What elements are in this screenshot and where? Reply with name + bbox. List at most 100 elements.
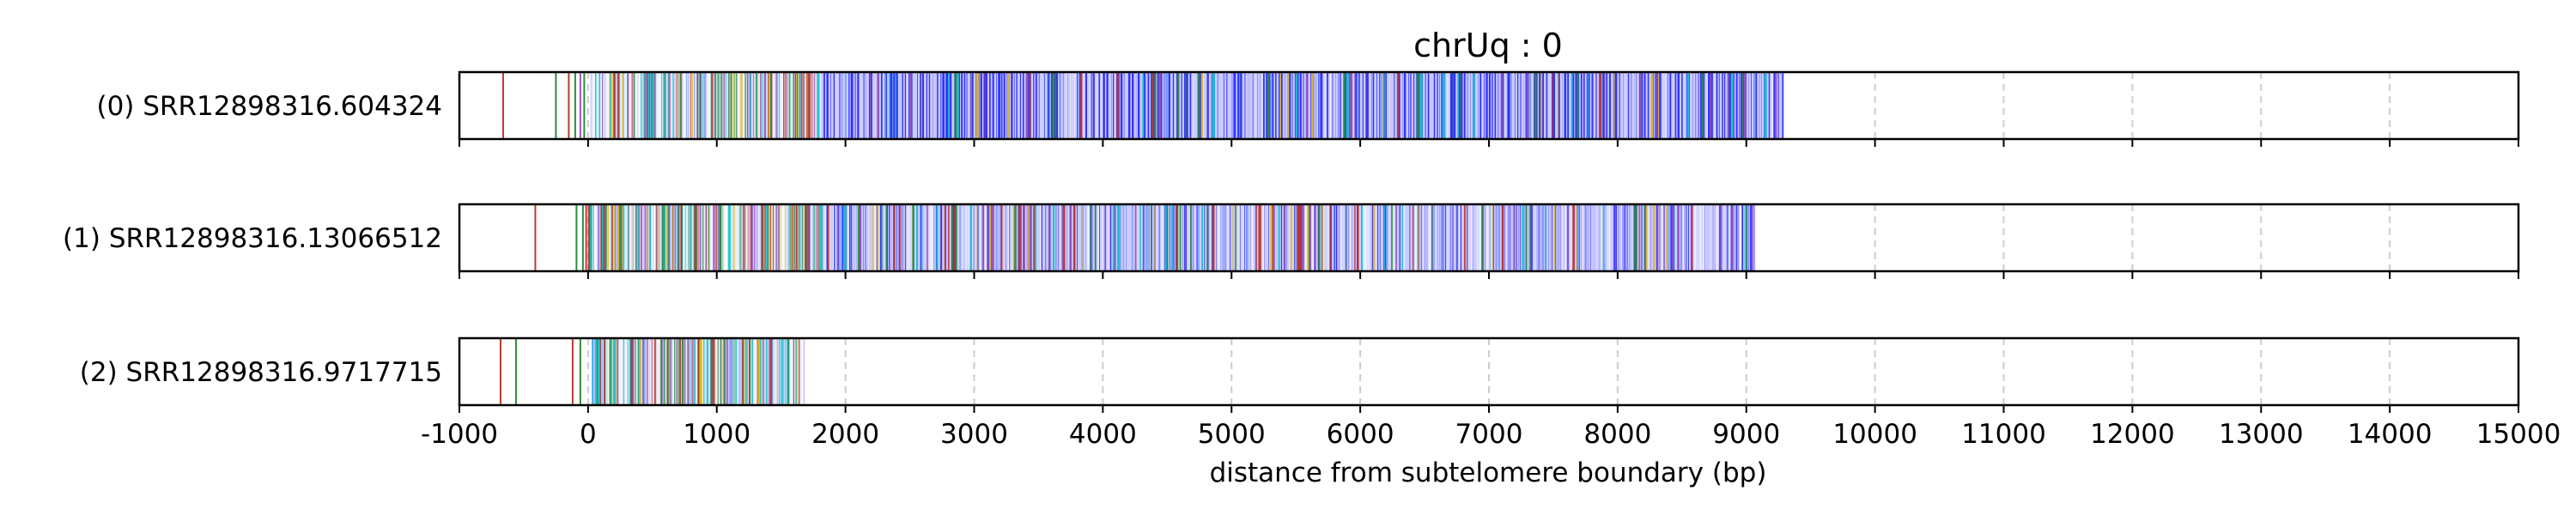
motif-stripe: [1274, 204, 1277, 271]
motif-stripe: [641, 72, 643, 139]
read-panel: (0) SRR12898316.604324: [96, 70, 2520, 147]
motif-stripe: [1572, 204, 1576, 271]
motif-stripe: [773, 72, 775, 139]
motif-stripe: [1688, 204, 1692, 271]
motif-stripe: [993, 204, 997, 271]
motif-stripe: [1601, 72, 1603, 139]
motif-stripe: [1380, 72, 1383, 139]
motif-stripe: [1160, 204, 1163, 271]
motif-stripe: [1081, 204, 1084, 271]
motif-stripe: [1144, 204, 1146, 271]
motif-stripe: [959, 204, 962, 271]
motif-stripe: [1253, 72, 1256, 139]
motif-stripe: [1566, 204, 1569, 271]
motif-stripe: [1520, 204, 1522, 271]
motif-stripe: [630, 204, 633, 271]
motif-stripe: [1069, 204, 1072, 271]
x-tick-label: 2000: [811, 419, 879, 450]
motif-stripe: [1613, 72, 1615, 139]
motif-stripe: [987, 72, 989, 139]
motif-stripe: [687, 338, 690, 405]
motif-stripe: [1017, 72, 1020, 139]
motif-stripe: [900, 204, 902, 271]
motif-stripe: [855, 72, 858, 139]
motif-stripe: [1308, 72, 1311, 139]
motif-stripe: [1167, 204, 1170, 271]
motif-stripe: [663, 204, 665, 271]
motif-stripe: [1357, 204, 1360, 271]
motif-stripe: [645, 72, 647, 139]
motif-stripe: [607, 72, 610, 139]
motif-stripe: [927, 204, 929, 271]
motif-stripe: [635, 72, 637, 139]
motif-stripe: [1592, 204, 1595, 271]
motif-stripe: [643, 338, 646, 405]
motif-stripe: [1470, 72, 1473, 139]
motif-stripe: [1138, 204, 1141, 271]
motif-stripe: [1513, 204, 1516, 271]
motif-stripe: [617, 338, 619, 405]
motif-stripe: [1429, 72, 1432, 139]
motif-stripe: [1331, 204, 1334, 271]
motif-stripe: [644, 338, 647, 405]
motif-stripe: [1722, 204, 1725, 271]
motif-stripe: [1167, 72, 1169, 139]
motif-stripe: [629, 72, 632, 139]
motif-stripe: [1553, 204, 1556, 271]
motif-stripe: [1170, 204, 1172, 271]
motif-stripe: [1588, 204, 1590, 271]
motif-stripe: [842, 204, 846, 271]
motif-stripe: [1376, 204, 1378, 271]
motif-stripe: [888, 204, 890, 271]
motif-stripe: [866, 204, 869, 271]
motif-stripe: [1668, 72, 1670, 139]
motif-stripe: [653, 72, 657, 139]
motif-stripe: [1134, 204, 1139, 271]
motif-stripe: [939, 204, 941, 271]
motif-stripe: [696, 338, 698, 405]
motif-stripe: [708, 204, 710, 271]
motif-stripe: [836, 72, 840, 139]
motif-stripe: [1587, 72, 1589, 139]
motif-stripe: [634, 338, 636, 405]
motif-stripe: [1109, 204, 1110, 271]
motif-stripe: [1195, 204, 1197, 271]
motif-stripe: [1686, 204, 1688, 271]
motif-stripe: [1276, 72, 1279, 139]
motif-stripe: [698, 204, 701, 271]
motif-stripe: [714, 204, 716, 271]
motif-stripe: [900, 72, 902, 139]
motif-stripe: [710, 204, 712, 271]
motif-stripe: [741, 204, 744, 271]
motif-stripe: [1416, 72, 1419, 139]
motif-stripe: [951, 204, 954, 271]
motif-stripe: [747, 338, 750, 405]
motif-stripe: [1774, 72, 1777, 139]
motif-stripe: [1143, 204, 1145, 271]
motif-stripe: [1273, 204, 1276, 271]
motif-stripe: [1371, 72, 1373, 139]
motif-stripe: [722, 338, 724, 405]
motif-stripe: [961, 204, 963, 271]
motif-stripe: [1518, 204, 1520, 271]
motif-stripe: [679, 338, 682, 405]
motif-stripe: [1230, 204, 1233, 271]
motif-stripe: [1267, 204, 1269, 271]
motif-stripe: [1343, 72, 1346, 139]
motif-stripe: [902, 72, 905, 139]
motif-stripe: [1429, 204, 1433, 271]
x-tick-label: 14000: [2348, 419, 2433, 450]
x-tick-label: 7000: [1455, 419, 1523, 450]
motif-stripe: [1504, 72, 1507, 139]
motif-stripe: [799, 338, 801, 405]
motif-stripe: [1049, 72, 1051, 139]
motif-stripe: [1179, 204, 1182, 271]
motif-stripe: [1243, 204, 1245, 271]
motif-stripe: [963, 204, 967, 271]
motif-stripe: [823, 204, 825, 271]
motif-stripe: [1237, 204, 1241, 271]
motif-stripe: [1682, 204, 1685, 271]
motif-stripe: [1411, 72, 1414, 139]
motif-stripe: [629, 338, 631, 405]
motif-stripe: [829, 204, 831, 271]
